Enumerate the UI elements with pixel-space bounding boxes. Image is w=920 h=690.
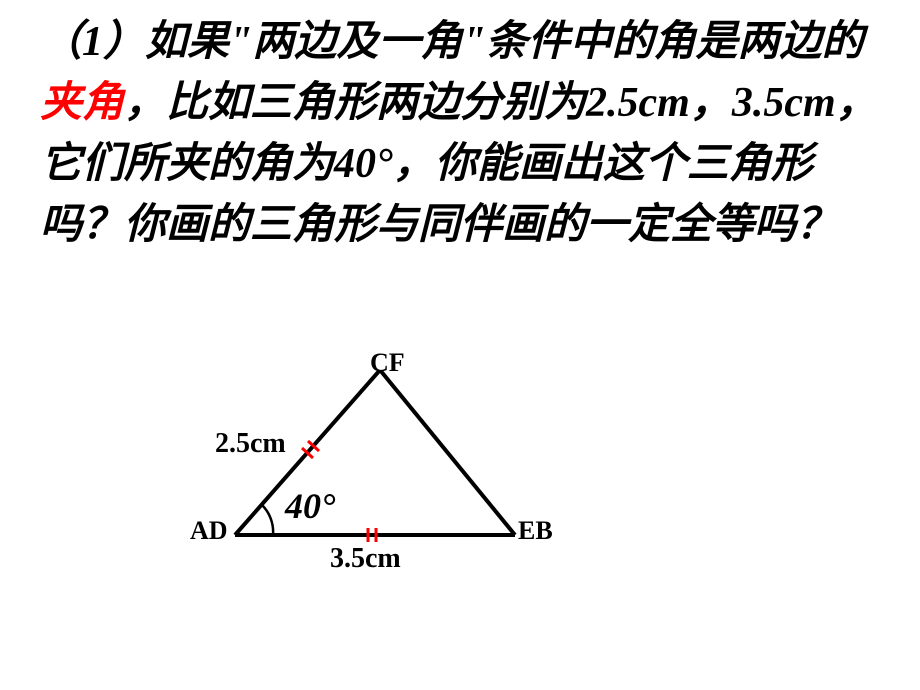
angle-a-label: 40° (285, 485, 335, 527)
vertex-b-label: EB (518, 516, 553, 546)
side-bc (380, 370, 515, 535)
slide-content: （1）如果"两边及一角"条件中的角是两边的夹角，比如三角形两边分别为2.5cm，… (0, 0, 920, 256)
vertex-c-label: CF (370, 348, 405, 378)
triangle-diagram: 2.5cm 3.5cm 40° AD EB CF (210, 370, 640, 620)
vertex-a-label: AD (190, 516, 228, 546)
triangle-svg (210, 370, 640, 620)
problem-statement: （1）如果"两边及一角"条件中的角是两边的夹角，比如三角形两边分别为2.5cm，… (40, 12, 880, 256)
problem-prefix: （1）如果"两边及一角"条件中的角是两边的 (40, 19, 864, 65)
side-ab-label: 3.5cm (330, 543, 401, 575)
problem-suffix: ，比如三角形两边分别为2.5cm，3.5cm，它们所夹的角为40°，你能画出这个… (40, 80, 878, 248)
angle-arc (262, 505, 273, 535)
side-ac-label: 2.5cm (215, 428, 286, 460)
problem-highlight: 夹角 (40, 80, 124, 126)
